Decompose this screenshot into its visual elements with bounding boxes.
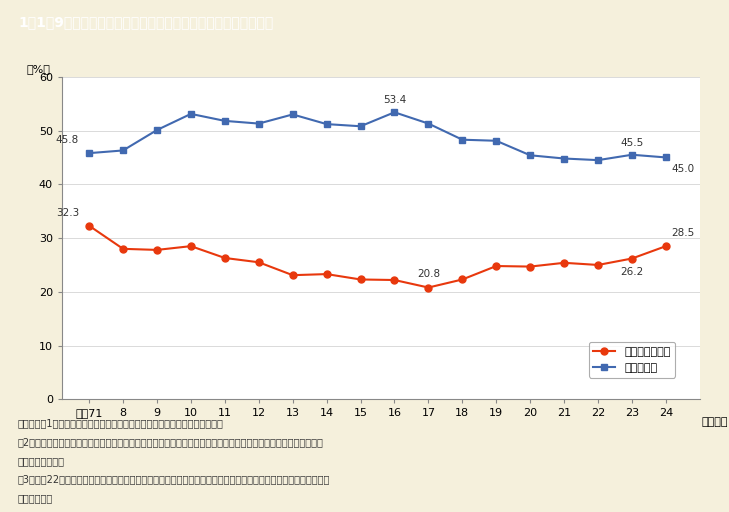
Text: 53.4: 53.4 <box>383 95 406 105</box>
市区合格者 <box>458 137 467 143</box>
都道府県合格者 <box>322 271 331 277</box>
市区合格者 <box>85 150 93 156</box>
Text: 45.8: 45.8 <box>55 135 79 145</box>
市区合格者 <box>254 120 263 126</box>
Text: （年度）: （年度） <box>701 417 728 427</box>
市区合格者 <box>356 123 365 130</box>
都道府県合格者 <box>119 246 128 252</box>
Legend: 都道府県合格者, 市区合格者: 都道府県合格者, 市区合格者 <box>589 342 675 378</box>
都道府県合格者 <box>356 276 365 283</box>
都道府県合格者 <box>390 277 399 283</box>
Text: 45.5: 45.5 <box>620 138 644 148</box>
市区合格者 <box>492 138 501 144</box>
Text: 3．平成22年度は，東日本大震災の影響により調査が困難となった２団体（岩手県の１市１町）を除いて集計して: 3．平成22年度は，東日本大震災の影響により調査が困難となった２団体（岩手県の１… <box>18 475 330 485</box>
Text: （備考）　1．総務省「地方公共団体の勤務条件等に関する調査」より作成。: （備考） 1．総務省「地方公共団体の勤務条件等に関する調査」より作成。 <box>18 418 224 428</box>
都道府県合格者 <box>628 255 636 262</box>
都道府県合格者 <box>526 264 534 270</box>
都道府県合格者 <box>560 260 569 266</box>
Text: 45.0: 45.0 <box>671 164 694 175</box>
市区合格者 <box>322 121 331 127</box>
都道府県合格者 <box>661 243 670 249</box>
Text: 2．女性合格者，男性合格者のほか，申込書に性別記入欄を設けていない試験があることから性別不明の合格者が: 2．女性合格者，男性合格者のほか，申込書に性別記入欄を設けていない試験があること… <box>18 437 324 447</box>
市区合格者 <box>288 112 297 118</box>
市区合格者 <box>424 120 433 126</box>
都道府県合格者 <box>492 263 501 269</box>
Text: 20.8: 20.8 <box>417 269 440 280</box>
市区合格者 <box>628 152 636 158</box>
市区合格者 <box>593 157 602 163</box>
Text: 1－1－9図　地方公務員採用試験合格者に占める女性割合の推移: 1－1－9図 地方公務員採用試験合格者に占める女性割合の推移 <box>18 15 273 30</box>
Text: （%）: （%） <box>27 63 51 74</box>
市区合格者 <box>390 109 399 115</box>
市区合格者 <box>152 127 161 133</box>
都道府県合格者 <box>152 247 161 253</box>
都道府県合格者 <box>187 243 195 249</box>
市区合格者 <box>560 156 569 162</box>
Text: 28.5: 28.5 <box>671 228 694 238</box>
Text: 32.3: 32.3 <box>55 208 79 218</box>
都道府県合格者 <box>85 223 93 229</box>
市区合格者 <box>220 118 229 124</box>
都道府県合格者 <box>458 276 467 283</box>
Text: いる。: いる。 <box>18 494 53 504</box>
Line: 都道府県合格者: 都道府県合格者 <box>85 222 669 291</box>
都道府県合格者 <box>424 285 433 291</box>
市区合格者 <box>526 152 534 158</box>
Text: 存在する。: 存在する。 <box>18 456 65 466</box>
Text: 26.2: 26.2 <box>620 267 644 276</box>
都道府県合格者 <box>593 262 602 268</box>
都道府県合格者 <box>254 259 263 265</box>
市区合格者 <box>187 111 195 117</box>
Line: 市区合格者: 市区合格者 <box>85 109 669 164</box>
市区合格者 <box>661 155 670 161</box>
都道府県合格者 <box>288 272 297 278</box>
都道府県合格者 <box>220 255 229 261</box>
市区合格者 <box>119 147 128 154</box>
